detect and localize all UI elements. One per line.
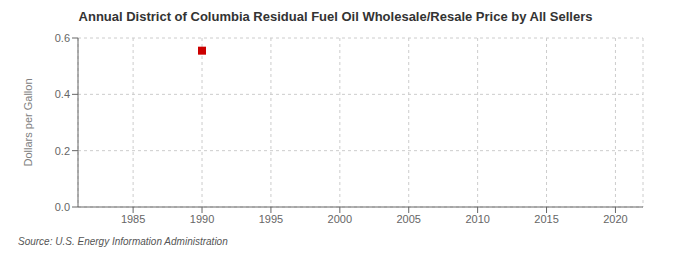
- svg-text:2005: 2005: [396, 213, 420, 225]
- svg-text:0.6: 0.6: [55, 32, 70, 44]
- svg-text:1985: 1985: [121, 213, 145, 225]
- svg-text:0.0: 0.0: [55, 201, 70, 213]
- svg-text:1995: 1995: [259, 213, 283, 225]
- svg-text:2020: 2020: [603, 213, 627, 225]
- svg-text:0.4: 0.4: [55, 88, 70, 100]
- html-text:Source: U.S. Energy Informatio: Source: U.S. Energy Information Administ…: [18, 236, 228, 247]
- svg-text:2000: 2000: [328, 213, 352, 225]
- svg-text:Dollars per Gallon: Dollars per Gallon: [22, 78, 34, 166]
- html-text:Annual District of Columbia Re: Annual District of Columbia Residual Fue…: [78, 9, 593, 24]
- svg-text:2015: 2015: [534, 213, 558, 225]
- svg-text:0.2: 0.2: [55, 145, 70, 157]
- svg-text:2010: 2010: [465, 213, 489, 225]
- svg-text:1990: 1990: [190, 213, 214, 225]
